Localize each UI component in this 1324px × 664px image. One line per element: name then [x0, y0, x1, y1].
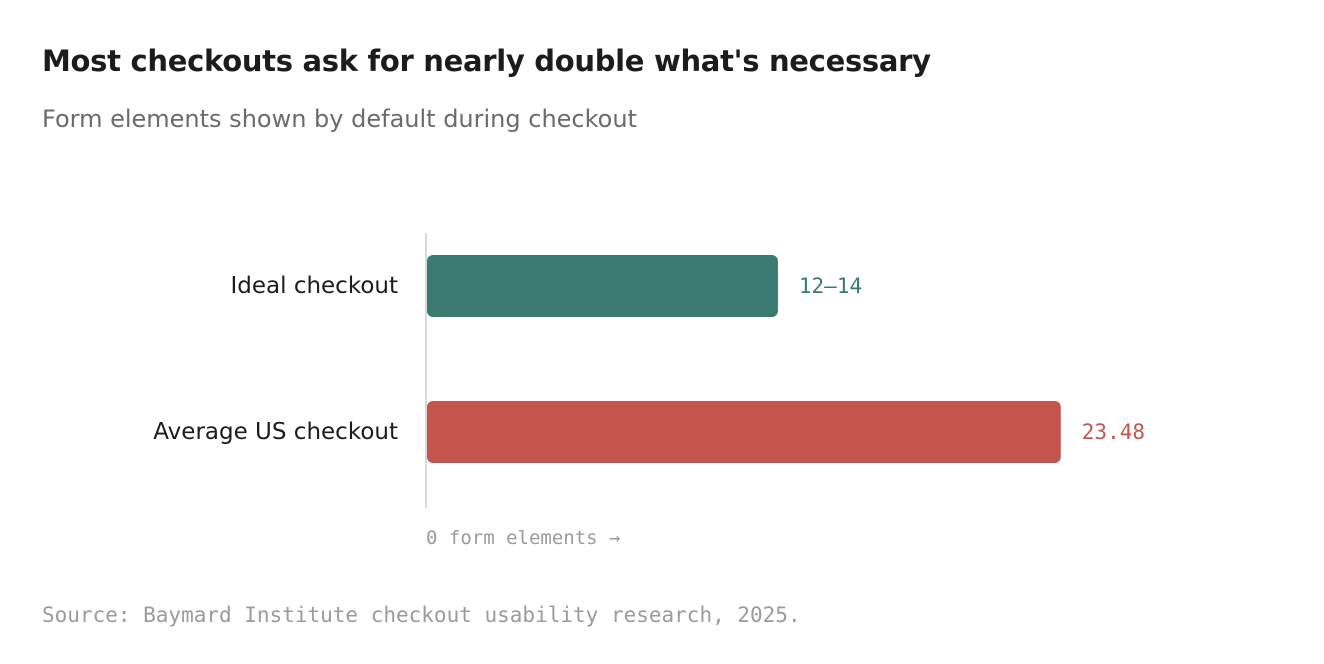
bar-chart: Ideal checkout 12–14 Average US checkout 23… [153, 233, 1145, 549]
category-label: Average US checkout [153, 419, 398, 445]
bars-group: Ideal checkout 12–14 Average US checkout 23… [153, 255, 1145, 463]
chart-title: Most checkouts ask for nearly double wha… [42, 44, 931, 78]
chart-source: Source: Baymard Institute checkout usabi… [42, 603, 801, 627]
value-label: 12–14 [799, 274, 862, 298]
value-label: 23.48 [1082, 420, 1145, 444]
bar [427, 401, 1061, 463]
chart-subtitle: Form elements shown by default during ch… [42, 105, 637, 133]
category-label: Ideal checkout [230, 273, 398, 299]
bar [427, 255, 778, 317]
axis-note: 0 form elements → [426, 527, 620, 549]
